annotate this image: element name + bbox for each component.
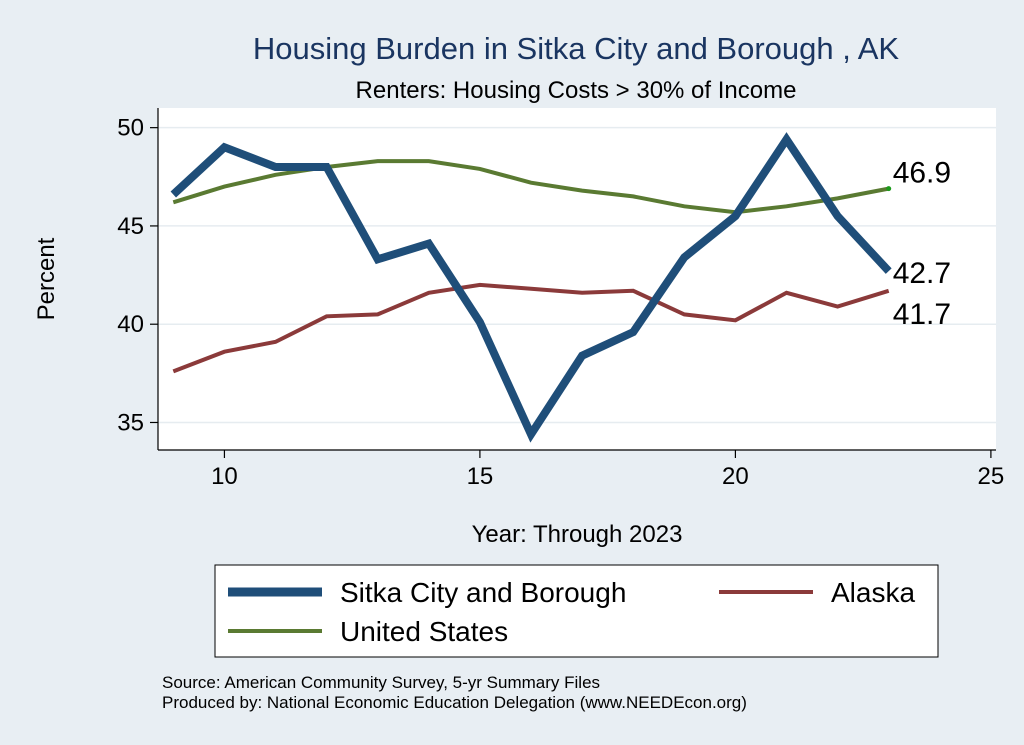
y-axis-title: Percent <box>33 237 60 320</box>
y-tick-label: 40 <box>117 311 144 338</box>
plot-area <box>158 108 996 450</box>
tick-labels: 35 40 45 50 10 15 20 25 <box>117 115 1004 490</box>
series-line-sitka-city-and-borough <box>170 132 892 443</box>
series-lines <box>170 132 892 443</box>
x-tick-label: 10 <box>211 463 238 490</box>
y-tick-label: 35 <box>117 409 144 436</box>
axes <box>150 108 996 458</box>
x-tick-label: 15 <box>467 463 494 490</box>
end-labels: 42.7 41.7 46.9 <box>893 157 951 331</box>
y-tick-label: 50 <box>117 115 144 142</box>
chart-title: Housing Burden in Sitka City and Borough… <box>253 31 900 66</box>
x-tick-label: 25 <box>978 463 1005 490</box>
source-note: Source: American Community Survey, 5-yr … <box>162 673 600 692</box>
legend-label-sitka-city-and-borough: Sitka City and Borough <box>340 577 626 608</box>
series-line-united-states <box>172 159 890 215</box>
legend: Sitka City and Borough Alaska United State… <box>214 564 939 658</box>
chart-subtitle: Renters: Housing Costs > 30% of Income <box>356 77 797 104</box>
x-tick-label: 20 <box>722 463 749 490</box>
end-label-alaska: 41.7 <box>893 298 951 331</box>
legend-label-united-states: United States <box>340 616 508 647</box>
gridlines <box>158 126 996 424</box>
end-label-sitka-city-and-borough: 42.7 <box>893 257 951 290</box>
x-axis-title: Year: Through 2023 <box>472 521 683 548</box>
series-end-marker <box>886 186 892 192</box>
y-tick-label: 45 <box>117 213 144 240</box>
legend-box <box>214 564 939 658</box>
end-label-united-states: 46.9 <box>893 157 951 190</box>
legend-label-alaska: Alaska <box>831 577 915 608</box>
producer-note: Produced by: National Economic Education… <box>162 693 747 712</box>
series-line-alaska <box>172 282 890 374</box>
